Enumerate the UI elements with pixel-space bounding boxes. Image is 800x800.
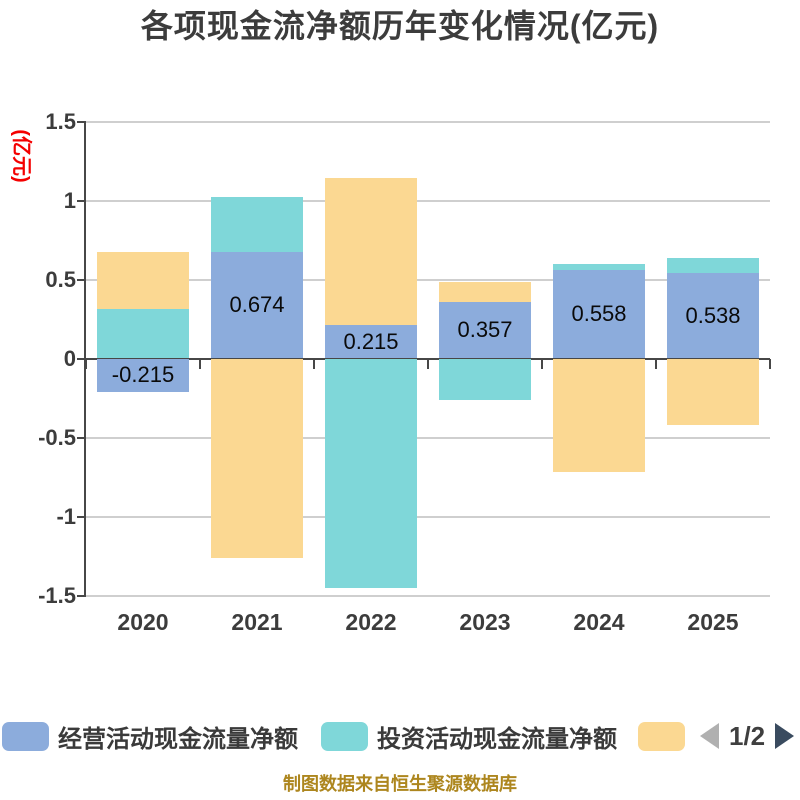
y-axis-tick [77, 120, 86, 123]
y-axis-tick [77, 594, 86, 597]
bar-2022-segment-2[interactable] [325, 177, 417, 325]
y-tick-label: -1.5 [38, 582, 76, 608]
y-axis-tick [77, 278, 86, 281]
bar-2021-segment-2[interactable] [211, 358, 303, 558]
gridline [86, 594, 770, 597]
data-source-note: 制图数据来自恒生聚源数据库 [283, 774, 517, 794]
x-axis-label-2020: 2020 [117, 609, 169, 635]
legend-swatch-operating [2, 721, 49, 751]
bar-2020-segment-1[interactable] [97, 308, 189, 359]
legend-prev-icon[interactable] [700, 723, 719, 749]
legend-swatch-financing [638, 721, 685, 751]
y-axis-tick [77, 515, 86, 518]
legend-item-investing[interactable]: 投资活动现金流量净额 [321, 721, 617, 753]
legend-next-icon[interactable] [775, 723, 795, 749]
gridline [86, 199, 770, 202]
bar-2022-segment-1[interactable] [325, 358, 417, 588]
legend: 经营活动现金流量净额 投资活动现金流量净额 1/2 [0, 720, 800, 753]
bar-2020-segment-2[interactable] [97, 251, 189, 309]
x-axis-tick [427, 358, 429, 369]
bar-value-label-2022: 0.215 [343, 328, 399, 354]
legend-label-operating: 经营活动现金流量净额 [58, 725, 298, 753]
bar-2025-segment-0[interactable] [667, 273, 759, 359]
y-tick-label: -1 [56, 503, 76, 529]
bar-2020-segment-0[interactable] [97, 358, 189, 393]
x-axis-tick [541, 358, 543, 369]
x-axis-tick [313, 358, 315, 369]
x-axis-tick [655, 358, 657, 369]
chart-title: 各项现金流净额历年变化情况(亿元) [140, 8, 660, 44]
bar-2023-segment-2[interactable] [439, 281, 531, 303]
legend-label-investing: 投资活动现金流量净额 [377, 725, 617, 753]
y-tick-label: 1 [63, 187, 76, 213]
bar-2022-segment-0[interactable] [325, 324, 417, 359]
x-axis-tick [199, 358, 201, 369]
bar-value-label-2023: 0.357 [457, 317, 513, 343]
bar-2025-segment-2[interactable] [667, 358, 759, 425]
legend-page-indicator: 1/2 [729, 720, 766, 751]
gridline [86, 278, 770, 281]
legend-pager: 1/2 [700, 720, 795, 751]
bar-value-label-2025: 0.538 [685, 302, 741, 328]
bar-2024-segment-1[interactable] [553, 264, 645, 271]
legend-item-operating[interactable]: 经营活动现金流量净额 [2, 721, 298, 753]
bar-value-label-2024: 0.558 [571, 301, 627, 327]
y-axis-tick [77, 357, 86, 360]
bar-2021-segment-0[interactable] [211, 252, 303, 359]
bar-value-label-2020: -0.215 [111, 362, 175, 388]
gridline [86, 120, 770, 123]
gridline [86, 515, 770, 518]
gridline [86, 436, 770, 439]
y-tick-label: 1.5 [45, 108, 76, 134]
y-tick-label: 0.5 [45, 266, 76, 292]
y-tick-label: 0 [63, 345, 76, 371]
y-axis-tick [77, 199, 86, 202]
x-axis-label-2022: 2022 [345, 609, 397, 635]
x-axis-label-2021: 2021 [231, 609, 283, 635]
legend-swatch-investing [321, 721, 368, 751]
legend-item-financing[interactable] [638, 721, 685, 751]
y-axis-tick [77, 436, 86, 439]
bar-2021-segment-1[interactable] [211, 197, 303, 252]
bar-2024-segment-0[interactable] [553, 270, 645, 359]
x-axis-tick [85, 358, 87, 369]
bar-value-label-2021: 0.674 [229, 292, 285, 318]
bar-2023-segment-0[interactable] [439, 302, 531, 359]
x-axis-tick [769, 358, 771, 369]
x-axis-label-2024: 2024 [573, 609, 625, 635]
y-tick-label: -0.5 [38, 424, 76, 450]
x-axis-label-2025: 2025 [687, 609, 739, 635]
bar-2023-segment-1[interactable] [439, 358, 531, 400]
bar-2025-segment-1[interactable] [667, 257, 759, 274]
x-axis-label-2023: 2023 [459, 609, 511, 635]
bar-2024-segment-2[interactable] [553, 358, 645, 473]
